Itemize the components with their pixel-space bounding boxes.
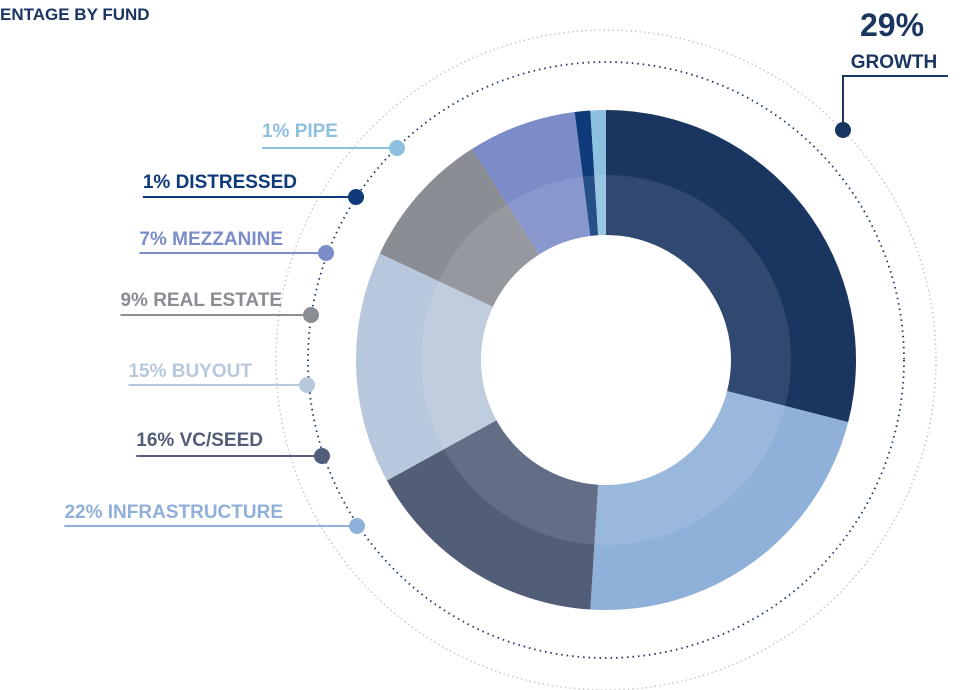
category-label: BUYOUT xyxy=(172,361,253,382)
chart-title: ENTAGE BY FUND xyxy=(0,5,150,24)
value-label: 7% xyxy=(139,229,167,250)
leader-dot xyxy=(299,377,315,393)
leader-dot xyxy=(389,140,405,156)
category-label: DISTRESSED xyxy=(176,172,297,193)
slice-label: 9% REAL ESTATE xyxy=(120,290,282,311)
leader-line xyxy=(842,75,948,130)
category-label: INFRASTRUCTURE xyxy=(108,502,283,523)
category-label: MEZZANINE xyxy=(172,229,283,250)
slice-label: 1% DISTRESSED xyxy=(143,172,297,193)
donut-segment xyxy=(574,110,599,236)
donut-segment xyxy=(590,391,849,610)
leader-dot xyxy=(835,122,851,138)
donut-segment xyxy=(590,110,606,236)
inner-band-shade xyxy=(421,175,791,545)
value-label: 22% xyxy=(64,502,102,523)
donut-segment xyxy=(386,420,599,610)
value-label: 9% xyxy=(120,290,148,311)
category-label: PIPE xyxy=(295,121,338,142)
value-label: 1% xyxy=(262,121,290,142)
value-label: 16% xyxy=(136,430,174,451)
leader-dot xyxy=(314,448,330,464)
leader-dot xyxy=(303,307,319,323)
slice-label: 22% INFRASTRUCTURE xyxy=(64,502,283,523)
donut-segment xyxy=(379,148,540,307)
value-label: 29% xyxy=(860,7,924,43)
category-label: GROWTH xyxy=(851,52,938,73)
leader-dot xyxy=(349,518,365,534)
slice-label: 15% BUYOUT xyxy=(128,361,252,382)
leader-dot xyxy=(318,245,334,261)
value-label: 1% xyxy=(143,172,171,193)
slice-label: 16% VC/SEED xyxy=(136,430,263,451)
donut-segment xyxy=(356,253,497,481)
category-label: VC/SEED xyxy=(180,430,263,451)
category-label: REAL ESTATE xyxy=(153,290,282,311)
leader-dot xyxy=(348,189,364,205)
donut-segment xyxy=(606,110,856,423)
outer-dotted-ring xyxy=(275,29,937,690)
value-label: 15% xyxy=(128,361,166,382)
inner-dotted-ring xyxy=(307,61,905,659)
slice-label: 1% PIPE xyxy=(262,121,338,142)
donut-segment xyxy=(472,111,591,255)
slice-label: 7% MEZZANINE xyxy=(139,229,283,250)
